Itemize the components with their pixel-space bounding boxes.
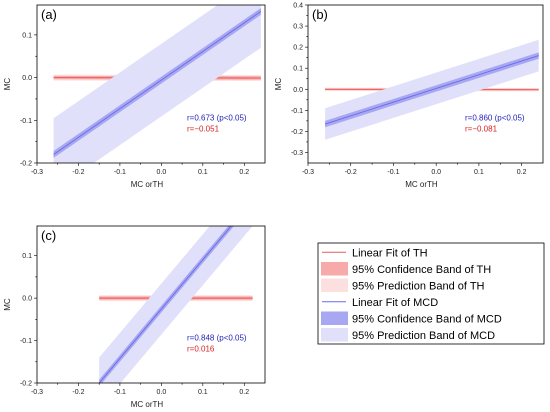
x-tick-label: 0.1 <box>474 169 484 176</box>
plot-area <box>98 226 253 383</box>
y-axis-title: MC <box>274 78 283 91</box>
legend-item-label: 95% Confidence Band of MCD <box>352 313 502 325</box>
x-tick-label: -0.3 <box>31 389 43 396</box>
x-tick-label: -0.2 <box>345 169 357 176</box>
y-tick-label: 0.1 <box>22 253 32 260</box>
x-tick-label: -0.3 <box>302 169 314 176</box>
plot-frame <box>307 4 544 164</box>
legend-swatch-band <box>321 328 348 342</box>
panel-3: -0.3 -0.2 -0.1 0.0 0.1 0.2-0.2-0.10.00.1MC or… <box>3 225 266 409</box>
x-tick-label: 0.2 <box>239 169 249 176</box>
y-tick-label: 0.0 <box>22 296 32 303</box>
x-tick-label: -0.3 <box>31 169 43 176</box>
x-tick-label: -0.1 <box>114 169 126 176</box>
x-tick-label: -0.1 <box>387 169 399 176</box>
y-tick-label: -0.2 <box>291 129 303 136</box>
y-tick-label: 0.1 <box>293 66 303 73</box>
legend-item-label: 95% Confidence Band of TH <box>352 264 491 276</box>
mcd-stat-text: r=0.848 (p<0.05) <box>187 334 247 343</box>
mcd-fit-line <box>53 11 262 155</box>
x-tick-label: -0.1 <box>114 389 126 396</box>
x-tick-label: 0.0 <box>156 389 166 396</box>
th-stat-text: r=0.016 <box>187 345 215 354</box>
y-axis-title: MC <box>3 298 12 311</box>
legend: Linear Fit of TH 95% Confidence Band of T… <box>317 242 545 345</box>
x-tick-label: -0.2 <box>72 389 84 396</box>
y-axis-title: MC <box>3 78 12 91</box>
mcd-fit-line <box>324 55 539 125</box>
legend-item-label: 95% Prediction Band of MCD <box>352 330 495 342</box>
plot-frame <box>36 225 266 384</box>
x-tick-label: 0.0 <box>431 169 441 176</box>
x-tick-label: 0.2 <box>239 389 249 396</box>
legend-item-label: 95% Prediction Band of TH <box>352 280 485 292</box>
mcd-stat-text: r=0.673 (p<0.05) <box>187 113 247 122</box>
y-tick-label: 0.0 <box>293 87 303 94</box>
y-tick-label: -0.2 <box>20 381 32 388</box>
x-tick-label: 0.0 <box>156 169 166 176</box>
mcd-prediction-band <box>53 5 261 163</box>
y-tick-label: -0.1 <box>291 108 303 115</box>
legend-swatch-band <box>321 311 348 325</box>
legend-swatch-band <box>321 262 348 276</box>
y-tick-label: 0.1 <box>22 32 32 39</box>
panel-2: -0.3 -0.2 -0.1 0.0 0.1 0.2 -0.3 -0.2 -0.1 0.0 0.1 0… <box>274 3 544 189</box>
plot-area <box>324 39 539 140</box>
x-axis-title: MC orTH <box>405 180 438 189</box>
y-tick-label: 0.0 <box>22 75 32 82</box>
mcd-stat-text: r=0.860 (p<0.05) <box>465 113 525 122</box>
legend-item-label: Linear Fit of MCD <box>352 297 438 309</box>
plot-frame <box>36 4 266 164</box>
x-tick-label: -0.2 <box>72 169 84 176</box>
panel-label: (c) <box>41 228 56 243</box>
th-stat-text: r=−0.051 <box>187 124 220 133</box>
x-tick-label: 0.1 <box>198 389 208 396</box>
y-tick-label: 0.4 <box>293 3 303 10</box>
x-tick-label: 0.1 <box>198 169 208 176</box>
legend-box <box>317 242 545 345</box>
x-tick-label: 0.2 <box>517 169 527 176</box>
y-tick-label: 0.3 <box>293 24 303 31</box>
y-tick-label: -0.2 <box>20 161 32 168</box>
legend-swatch-band <box>321 278 348 292</box>
y-tick-label: -0.3 <box>291 150 303 157</box>
mcd-prediction-band <box>99 226 253 383</box>
x-axis-title: MC orTH <box>131 180 164 189</box>
y-tick-label: -0.1 <box>20 118 32 125</box>
panel-label: (a) <box>41 7 57 22</box>
plot-area <box>53 5 262 163</box>
th-stat-text: r=−0.081 <box>465 124 498 133</box>
mcd-fit-line <box>98 226 232 383</box>
y-tick-label: -0.1 <box>20 338 32 345</box>
mcd-confidence-band <box>99 226 235 383</box>
x-axis-title: MC orTH <box>131 400 164 409</box>
legend-item-label: Linear Fit of TH <box>352 247 428 259</box>
panel-label: (b) <box>312 7 328 22</box>
y-tick-label: 0.2 <box>293 45 303 52</box>
panel-1: -0.3 -0.2 -0.1 0.0 0.1 0.2-0.2-0.10.00.1MC or… <box>3 4 266 189</box>
